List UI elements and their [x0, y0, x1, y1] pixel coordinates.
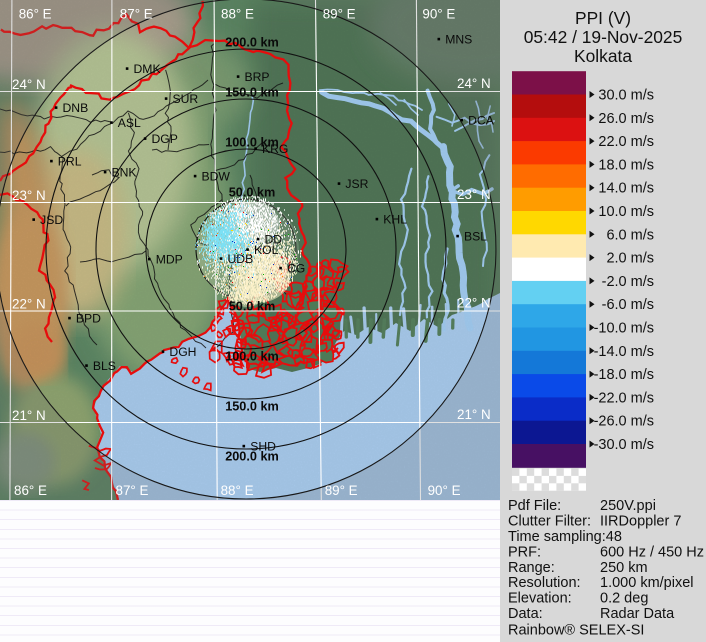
svg-text:21° N: 21° N [457, 407, 491, 422]
svg-text:BRP: BRP [245, 70, 270, 84]
svg-text:MDP: MDP [156, 252, 183, 266]
svg-text:250 km: 250 km [600, 560, 648, 576]
svg-text:150.0 km: 150.0 km [225, 86, 279, 100]
svg-text:SHD: SHD [250, 439, 276, 453]
svg-text:Time sampling:48: Time sampling:48 [508, 529, 622, 545]
svg-text:Range:: Range: [508, 560, 555, 576]
svg-text:89° E: 89° E [325, 483, 358, 498]
svg-text:-18.0 m/s: -18.0 m/s [594, 367, 654, 383]
svg-text:90° E: 90° E [428, 483, 461, 498]
svg-text:PRL: PRL [58, 154, 82, 168]
svg-text:86° E: 86° E [19, 7, 52, 22]
svg-text:PRF:: PRF: [508, 544, 541, 560]
svg-text:-30.0 m/s: -30.0 m/s [594, 437, 654, 453]
svg-text:22.0 m/s: 22.0 m/s [598, 134, 654, 150]
svg-text:30.0 m/s: 30.0 m/s [598, 88, 654, 104]
svg-text:Resolution:: Resolution: [508, 575, 581, 591]
svg-text:250V.ppi: 250V.ppi [600, 498, 656, 514]
svg-text:22° N: 22° N [12, 297, 46, 312]
svg-text:PPI (V): PPI (V) [575, 8, 631, 28]
svg-text:BLS: BLS [93, 359, 116, 373]
svg-text:Radar Data: Radar Data [600, 606, 675, 622]
svg-text:50.0 km: 50.0 km [229, 300, 276, 314]
svg-text:BDW: BDW [202, 169, 231, 183]
svg-text:2.0 m/s: 2.0 m/s [606, 251, 654, 267]
svg-text:150.0 km: 150.0 km [225, 400, 279, 414]
svg-text:05:42 / 19-Nov-2025: 05:42 / 19-Nov-2025 [524, 27, 683, 47]
svg-text:-14.0 m/s: -14.0 m/s [594, 344, 654, 360]
svg-text:10.0 m/s: 10.0 m/s [598, 204, 654, 220]
svg-text:600 Hz / 450 Hz: 600 Hz / 450 Hz [600, 544, 704, 560]
svg-text:UDB: UDB [228, 252, 254, 266]
svg-text:24° N: 24° N [12, 77, 46, 92]
svg-text:DNB: DNB [63, 101, 89, 115]
svg-text:CG: CG [287, 261, 305, 275]
svg-text:BPD: BPD [76, 311, 101, 325]
svg-text:ASL: ASL [118, 116, 141, 130]
svg-text:0.2 deg: 0.2 deg [600, 591, 648, 607]
svg-text:200.0 km: 200.0 km [225, 450, 279, 464]
svg-text:100.0 km: 100.0 km [225, 350, 279, 364]
svg-text:200.0 km: 200.0 km [225, 36, 279, 50]
svg-text:Data:: Data: [508, 606, 543, 622]
svg-text:90° E: 90° E [422, 7, 455, 22]
svg-text:BNK: BNK [112, 165, 137, 179]
svg-text:1.000 km/pixel: 1.000 km/pixel [600, 575, 694, 591]
svg-text:JSR: JSR [345, 177, 368, 191]
svg-text:86° E: 86° E [14, 483, 47, 498]
svg-text:89° E: 89° E [323, 7, 356, 22]
svg-text:DD: DD [265, 232, 283, 246]
svg-text:-26.0 m/s: -26.0 m/s [594, 414, 654, 430]
svg-text:Clutter Filter:: Clutter Filter: [508, 514, 591, 530]
svg-text:-10.0 m/s: -10.0 m/s [594, 321, 654, 337]
svg-text:Rainbow® SELEX-SI: Rainbow® SELEX-SI [508, 623, 644, 639]
svg-text:88° E: 88° E [221, 483, 254, 498]
svg-text:KHL: KHL [383, 212, 407, 226]
svg-text:IIRDoppler 7: IIRDoppler 7 [600, 514, 681, 530]
svg-text:50.0 km: 50.0 km [229, 186, 276, 200]
svg-text:24° N: 24° N [457, 76, 491, 91]
svg-text:Kolkata: Kolkata [574, 46, 632, 66]
svg-text:87° E: 87° E [120, 7, 153, 22]
svg-text:SUR: SUR [173, 92, 199, 106]
svg-text:Pdf File:: Pdf File: [508, 498, 561, 514]
svg-text:BSL: BSL [464, 229, 487, 243]
svg-text:23° N: 23° N [457, 187, 491, 202]
svg-text:-6.0 m/s: -6.0 m/s [602, 297, 654, 313]
svg-text:88° E: 88° E [221, 7, 254, 22]
svg-text:87° E: 87° E [116, 483, 149, 498]
svg-text:DCA: DCA [468, 113, 495, 127]
svg-text:100.0 km: 100.0 km [225, 136, 279, 150]
svg-text:DMK: DMK [134, 62, 161, 76]
svg-text:DGH: DGH [169, 345, 196, 359]
svg-text:26.0 m/s: 26.0 m/s [598, 111, 654, 127]
svg-text:KRG: KRG [262, 142, 288, 156]
svg-text:-2.0 m/s: -2.0 m/s [602, 274, 654, 290]
svg-text:Elevation:: Elevation: [508, 591, 572, 607]
svg-text:KOL: KOL [254, 243, 279, 257]
svg-text:DGP: DGP [152, 132, 178, 146]
svg-text:JSD: JSD [40, 213, 63, 227]
svg-text:-22.0 m/s: -22.0 m/s [594, 390, 654, 406]
svg-text:21° N: 21° N [12, 408, 46, 423]
svg-text:23° N: 23° N [12, 188, 46, 203]
svg-text:22° N: 22° N [457, 296, 491, 311]
svg-text:MNS: MNS [445, 32, 472, 46]
svg-text:6.0 m/s: 6.0 m/s [606, 227, 654, 243]
svg-text:14.0 m/s: 14.0 m/s [598, 181, 654, 197]
svg-text:18.0 m/s: 18.0 m/s [598, 157, 654, 173]
